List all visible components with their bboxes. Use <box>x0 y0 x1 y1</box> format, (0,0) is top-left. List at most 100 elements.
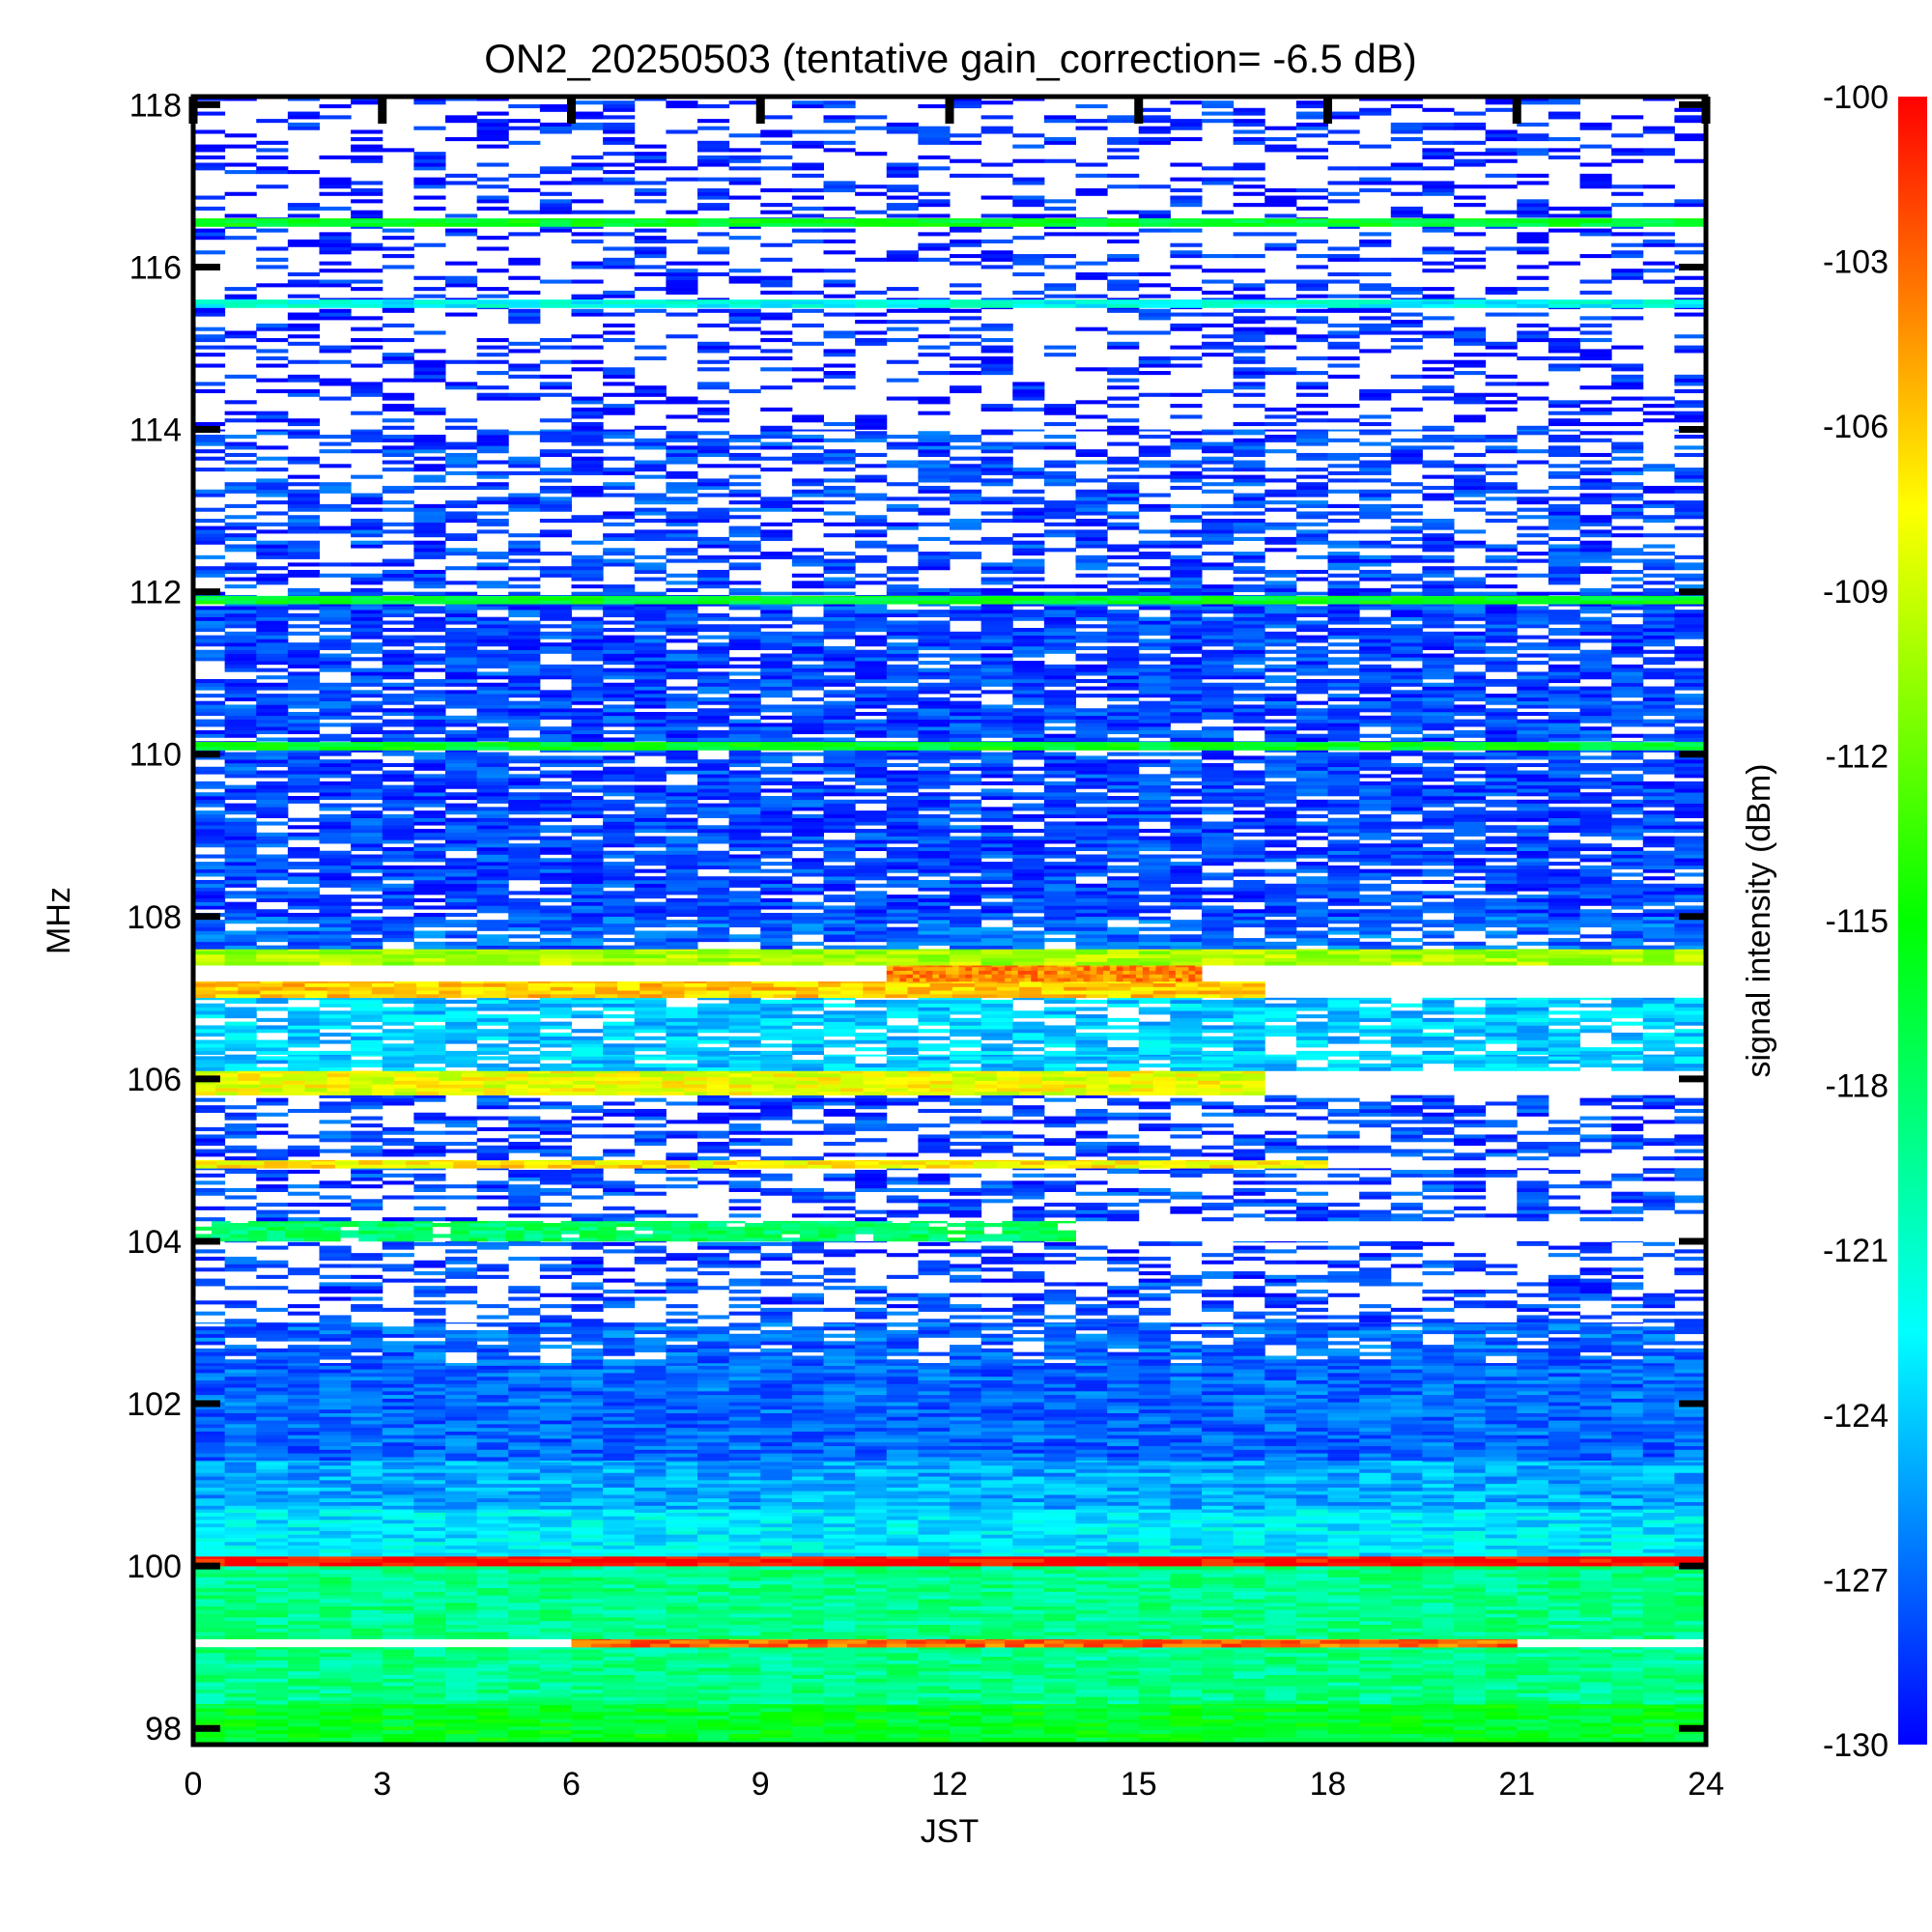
heatmap-cell <box>382 1632 414 1636</box>
heatmap-cell <box>634 1632 667 1636</box>
heatmap-cell <box>980 1487 1013 1492</box>
heatmap-cell <box>1485 1624 1518 1629</box>
heatmap-cell <box>1611 1722 1644 1727</box>
heatmap-cell <box>1674 1689 1707 1693</box>
heatmap-cell <box>256 1406 289 1410</box>
heatmap-cell <box>823 1408 856 1413</box>
heatmap-cell <box>413 1435 446 1439</box>
heatmap-cell <box>1170 1406 1203 1410</box>
heatmap-cell <box>823 1516 856 1520</box>
heatmap-cell <box>1454 1494 1487 1499</box>
heatmap-cell <box>445 1617 478 1622</box>
heatmap-cell <box>1170 1545 1203 1549</box>
heatmap-cell <box>1043 1704 1076 1709</box>
heatmap-cell <box>256 1427 289 1432</box>
heatmap-cell <box>886 1391 919 1396</box>
heatmap-cell <box>476 1491 509 1495</box>
heatmap-cell <box>193 1538 226 1543</box>
heatmap-cell <box>193 1376 226 1380</box>
heatmap-cell <box>287 1464 320 1469</box>
heatmap-cell <box>666 1427 698 1432</box>
heatmap-cell <box>1517 1609 1549 1614</box>
heatmap-cell <box>1485 1435 1518 1439</box>
heatmap-cell <box>728 1509 761 1513</box>
heatmap-cell <box>1454 1692 1487 1697</box>
heatmap-cell <box>1359 1376 1392 1380</box>
heatmap-cell <box>1327 1530 1360 1535</box>
heatmap-cell <box>1359 1391 1392 1396</box>
heatmap-cell <box>508 1656 541 1661</box>
heatmap-cell <box>256 1424 289 1429</box>
heatmap-cell <box>193 1394 226 1399</box>
heatmap-cell <box>256 1420 289 1425</box>
heatmap-cell <box>603 1462 636 1466</box>
heatmap-cell <box>1264 1580 1297 1585</box>
heatmap-cell <box>1202 1387 1235 1392</box>
heatmap-cell <box>1295 1538 1328 1543</box>
heatmap-cell <box>351 1670 384 1676</box>
heatmap-cell <box>886 1427 919 1432</box>
heatmap-cell <box>1390 1541 1423 1546</box>
heatmap-cell <box>1517 1599 1549 1604</box>
heatmap-cell <box>760 1449 793 1454</box>
heatmap-cell <box>1043 1545 1076 1549</box>
heatmap-cell <box>791 1416 824 1421</box>
heatmap-cell <box>1548 1435 1580 1439</box>
heatmap-cell <box>571 1656 604 1661</box>
heatmap-cell <box>1170 1453 1203 1458</box>
heatmap-cell <box>1517 1516 1549 1520</box>
heatmap-cell <box>697 1406 730 1410</box>
heatmap-cell <box>1233 1509 1265 1513</box>
heatmap-cell <box>1674 1512 1707 1517</box>
heatmap-cell <box>1075 1512 1108 1517</box>
heatmap-cell <box>1264 1391 1297 1396</box>
heatmap-cell <box>1012 1663 1045 1668</box>
heatmap-cell <box>1107 1483 1140 1488</box>
heatmap-cell <box>287 1726 320 1731</box>
heatmap-cell <box>886 1566 919 1571</box>
heatmap-cell <box>603 1457 636 1462</box>
heatmap-cell <box>603 1682 636 1687</box>
heatmap-cell <box>1043 1595 1076 1600</box>
heatmap-cell <box>1642 1573 1675 1577</box>
heatmap-cell <box>886 1667 919 1672</box>
heatmap-cell <box>1170 1501 1203 1506</box>
heatmap-cell <box>1233 1667 1265 1672</box>
heatmap-cell <box>1485 1715 1518 1719</box>
heatmap-cell <box>728 1398 761 1403</box>
heatmap-cell <box>1075 1624 1108 1629</box>
heatmap-cell <box>571 1628 604 1633</box>
heatmap-cell <box>193 1412 226 1417</box>
heatmap-cell <box>256 1663 289 1668</box>
heatmap-cell <box>1390 1379 1423 1384</box>
heatmap-cell <box>1359 1505 1392 1510</box>
heatmap-cell <box>287 1462 320 1466</box>
heatmap-cell <box>1517 1420 1549 1425</box>
heatmap-cell <box>1170 1391 1203 1396</box>
heatmap-cell <box>319 1605 352 1610</box>
heatmap-cell <box>413 1605 446 1610</box>
heatmap-cell <box>508 1617 541 1622</box>
heatmap-cell <box>1674 1573 1707 1577</box>
heatmap-cell <box>1611 1647 1644 1650</box>
heatmap-cell <box>319 1632 352 1636</box>
heatmap-cell <box>886 1609 919 1614</box>
heatmap-cell <box>1327 1674 1360 1679</box>
heatmap-cell <box>476 1376 509 1380</box>
heatmap-cell <box>855 1733 888 1738</box>
heatmap-cell <box>1422 1427 1455 1432</box>
heatmap-cell <box>256 1552 289 1557</box>
heatmap-cell <box>760 1580 793 1585</box>
heatmap-cell <box>1548 1522 1580 1528</box>
heatmap-cell <box>603 1379 636 1384</box>
heatmap-cell <box>1611 1420 1644 1425</box>
heatmap-cell <box>1138 1580 1171 1585</box>
heatmap-cell <box>1295 1420 1328 1425</box>
heatmap-cell <box>224 1472 257 1477</box>
heatmap-cell <box>382 1729 414 1734</box>
heatmap-cell <box>1548 1647 1580 1650</box>
heatmap-cell <box>193 1620 226 1625</box>
heatmap-cell <box>193 1522 226 1528</box>
heatmap-cell <box>1012 1584 1045 1589</box>
heatmap-cell <box>1422 1541 1455 1546</box>
